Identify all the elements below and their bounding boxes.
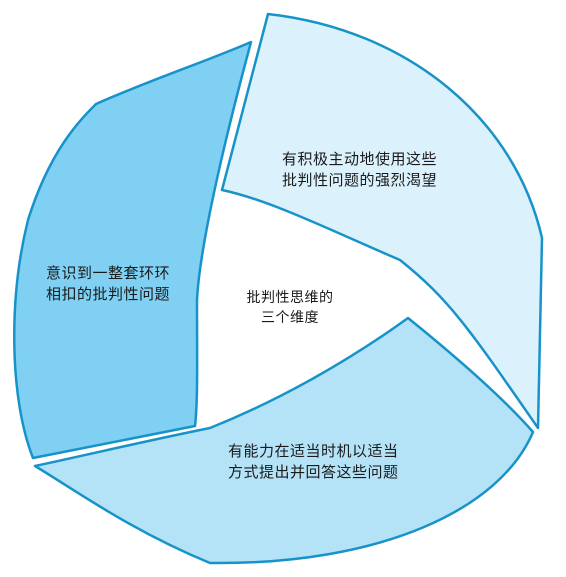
segment-ability-line2: 方式提出并回答这些问题	[228, 463, 399, 481]
segment-desire-label: 有积极主动地使用这些 批判性问题的强烈渴望	[282, 149, 437, 191]
segment-awareness-line1: 意识到一整套环环	[46, 264, 171, 282]
center-title: 批判性思维的 三个维度	[220, 288, 360, 328]
segment-ability	[33, 316, 535, 565]
segment-desire	[220, 12, 544, 430]
segment-desire-line1: 有积极主动地使用这些	[282, 150, 438, 168]
segment-ability-line1: 有能力在适当时机以适当	[228, 442, 399, 460]
segment-desire-line2: 批判性问题的强烈渴望	[282, 171, 438, 189]
center-title-line2: 三个维度	[261, 310, 319, 326]
segment-awareness	[13, 40, 253, 460]
segment-awareness-line2: 相扣的批判性问题	[46, 285, 171, 303]
center-title-line1: 批判性思维的	[246, 290, 334, 306]
segment-ability-label: 有能力在适当时机以适当 方式提出并回答这些问题	[228, 441, 399, 483]
segment-awareness-label: 意识到一整套环环 相扣的批判性问题	[46, 263, 170, 305]
